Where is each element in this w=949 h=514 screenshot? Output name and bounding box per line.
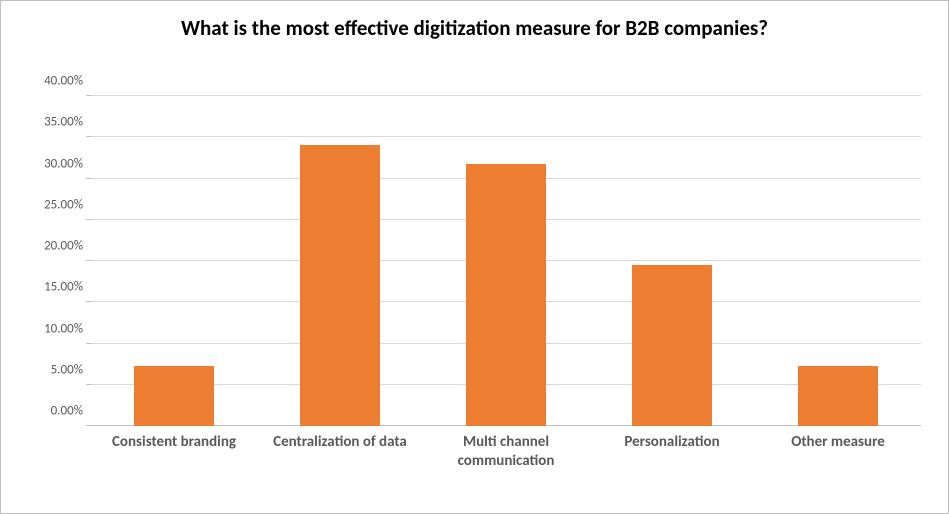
x-label: Multi channel communication: [423, 433, 589, 471]
x-axis-labels: Consistent branding Centralization of da…: [91, 433, 921, 471]
bar-slot: [257, 96, 423, 426]
bar-consistent-branding: [134, 366, 214, 426]
bar-slot: [589, 96, 755, 426]
bar-slot: [423, 96, 589, 426]
x-label: Personalization: [589, 433, 755, 471]
bar-other-measure: [798, 366, 878, 426]
plot-area: 40.00% 35.00% 30.00% 25.00% 20.00% 15.00…: [91, 96, 921, 426]
chart-container: What is the most effective digitization …: [0, 0, 949, 514]
chart-title: What is the most effective digitization …: [1, 1, 948, 47]
y-tick-label: 25.00%: [44, 197, 91, 212]
bar-slot: [755, 96, 921, 426]
x-label: Centralization of data: [257, 433, 423, 471]
y-tick-label: 40.00%: [44, 74, 91, 89]
y-tick-label: 0.00%: [51, 404, 91, 419]
bar-slot: [91, 96, 257, 426]
bar-centralization-of-data: [300, 145, 380, 426]
y-tick-label: 20.00%: [44, 239, 91, 254]
y-tick-label: 10.00%: [44, 321, 91, 336]
bar-multi-channel-communication: [466, 164, 546, 426]
y-tick-label: 35.00%: [44, 115, 91, 130]
x-label: Other measure: [755, 433, 921, 471]
y-tick-label: 30.00%: [44, 156, 91, 171]
x-label: Consistent branding: [91, 433, 257, 471]
bar-personalization: [632, 265, 712, 426]
y-tick-label: 15.00%: [44, 280, 91, 295]
y-tick-label: 5.00%: [51, 362, 91, 377]
bars-row: [91, 96, 921, 426]
